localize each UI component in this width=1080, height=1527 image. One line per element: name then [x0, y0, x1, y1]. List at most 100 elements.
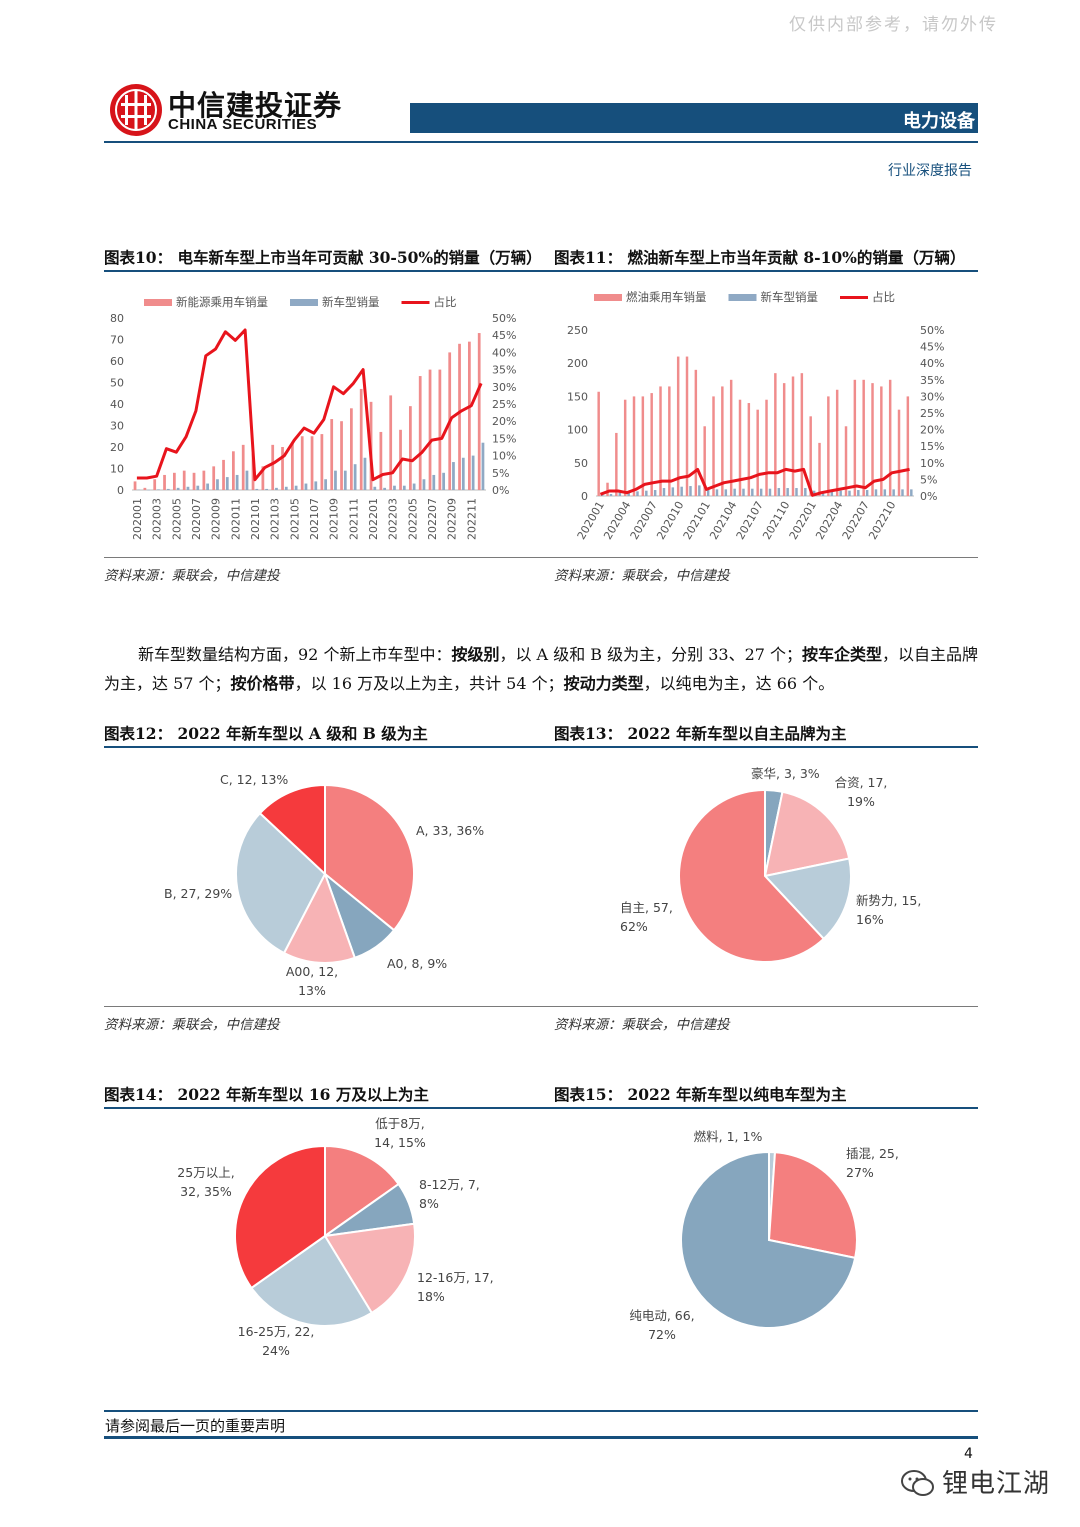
bar-new-model — [284, 486, 288, 490]
pie-slice-label: 插混, 25, 27% — [846, 1146, 899, 1180]
right-axis-tick: 35% — [920, 374, 944, 387]
right-axis-tick: 0% — [920, 490, 937, 503]
x-axis-tick: 202003 — [151, 498, 164, 540]
bar-total — [241, 444, 245, 490]
bar-total — [615, 432, 618, 496]
right-axis-tick: 25% — [920, 407, 944, 420]
bar-new-model — [733, 488, 736, 496]
pie-slice-label: 8-12万, 7, 8% — [419, 1177, 480, 1211]
bar-new-model — [166, 488, 170, 490]
bar-total — [281, 447, 284, 490]
legend-label: 占比 — [434, 295, 457, 309]
body-paragraph: 新车型数量结构方面，92 个新上市车型中：按级别，以 A 级和 B 级为主，分别… — [104, 645, 979, 693]
bar-total — [623, 399, 627, 496]
right-axis-tick: 15% — [492, 432, 516, 445]
pie-slice-label: 自主, 57, 62% — [620, 900, 673, 934]
bar-new-model — [412, 483, 416, 490]
bar-new-model — [715, 489, 719, 496]
pie-slice — [324, 783, 415, 932]
bar-new-model — [662, 488, 666, 496]
bar-total — [231, 451, 235, 490]
bar-total — [650, 393, 653, 496]
bar-new-model — [645, 490, 648, 496]
x-axis-tick: 202209 — [446, 498, 459, 540]
x-axis-tick: 202201 — [367, 498, 380, 540]
bar-new-model — [314, 481, 318, 490]
bar-total — [853, 379, 857, 496]
bar-new-model — [225, 477, 229, 490]
fig12-title: 图表12： 2022 年新车型以 A 级和 B 级为主 — [104, 724, 428, 743]
pie-slice — [258, 783, 326, 877]
bar-new-model — [742, 488, 745, 496]
bar-total — [133, 481, 137, 490]
fig12-pie: A, 33, 36% A0, 8, 9% A00, 12, 13% B, 27, 29%… — [164, 772, 484, 998]
bar-new-model — [324, 479, 328, 490]
right-axis-tick: 25% — [492, 398, 516, 411]
pie-slice-label: C, 12, 13% — [220, 772, 288, 787]
right-axis-tick: 20% — [492, 415, 516, 428]
pie-slice — [763, 790, 851, 878]
bar-total — [685, 356, 689, 496]
bar-total — [359, 388, 363, 490]
fig13-pie: 豪华, 3, 3% 合资, 17, 19% 新势力, 15, 16% 自主, 57, 62% — [620, 766, 921, 963]
bar-total — [340, 421, 343, 490]
bar-total — [418, 376, 422, 490]
x-axis-tick: 202203 — [387, 498, 400, 540]
fig14-title: 图表14： 2022 年新车型以 16 万及以上为主 — [104, 1085, 429, 1104]
logo-icon — [110, 84, 162, 136]
fig13-title: 图表13： 2022 年新车型以自主品牌为主 — [554, 724, 847, 743]
bar-total — [632, 396, 636, 496]
pie-slice-label: B, 27, 29% — [164, 886, 232, 901]
bar-new-model — [804, 488, 807, 496]
bar-new-model — [865, 490, 869, 496]
bar-total — [606, 482, 609, 496]
footer-rule-top — [104, 1410, 978, 1412]
bar-total — [379, 431, 383, 490]
x-axis-tick: 202101 — [249, 498, 262, 540]
bar-total — [222, 459, 225, 490]
fig10-11-bottom-rule — [104, 557, 978, 558]
bar-new-model — [724, 489, 728, 496]
pie-slice — [250, 1234, 374, 1327]
x-axis-tick: 202001 — [131, 498, 144, 540]
bar-total — [712, 396, 715, 496]
pie-slice — [282, 871, 357, 964]
bar-total — [458, 343, 461, 490]
bar-new-model — [689, 486, 692, 496]
right-axis-tick: 45% — [492, 329, 516, 342]
bar-total — [862, 379, 865, 496]
bar-new-model — [206, 483, 210, 490]
bar-new-model — [304, 483, 308, 490]
bar-total — [676, 356, 680, 496]
legend-label: 新车型销量 — [322, 295, 380, 309]
page-number: 4 — [964, 1446, 973, 1462]
legend-swatch — [290, 299, 318, 306]
right-axis-tick: 50% — [492, 312, 516, 325]
pie-slice-label: 合资, 17, 19% — [835, 775, 888, 809]
bar-total — [349, 408, 353, 490]
wechat-icon — [901, 1470, 934, 1496]
bar-new-model — [883, 489, 887, 496]
bar-total — [827, 396, 830, 496]
fig14-pie: 低于8万, 14, 15% 8-12万, 7, 8% 12-16万, 17, 18% 16-… — [177, 1116, 493, 1358]
bar-total — [809, 416, 812, 496]
fig12-source: 资料来源：乘联会，中信建投 — [104, 1017, 280, 1033]
right-axis-tick: 40% — [920, 357, 944, 370]
bar-new-model — [442, 472, 446, 490]
bar-total — [694, 369, 698, 496]
bar-new-model — [176, 487, 180, 490]
legend-swatch — [728, 294, 757, 301]
legend-label: 燃油乘用车销量 — [626, 290, 707, 304]
pie-slice — [678, 788, 826, 963]
left-axis-tick: 250 — [567, 324, 588, 337]
pie-slice-label: A00, 12, 13% — [286, 964, 338, 998]
left-axis-tick: 50 — [574, 457, 588, 470]
bar-total — [438, 369, 442, 490]
bar-total — [703, 426, 706, 496]
bar-total — [153, 479, 157, 490]
bar-total — [738, 399, 742, 496]
pie-slice-label: A0, 8, 9% — [387, 956, 447, 971]
bar-new-model — [848, 490, 851, 496]
left-axis-tick: 40 — [110, 398, 124, 411]
header-divider — [104, 141, 978, 143]
